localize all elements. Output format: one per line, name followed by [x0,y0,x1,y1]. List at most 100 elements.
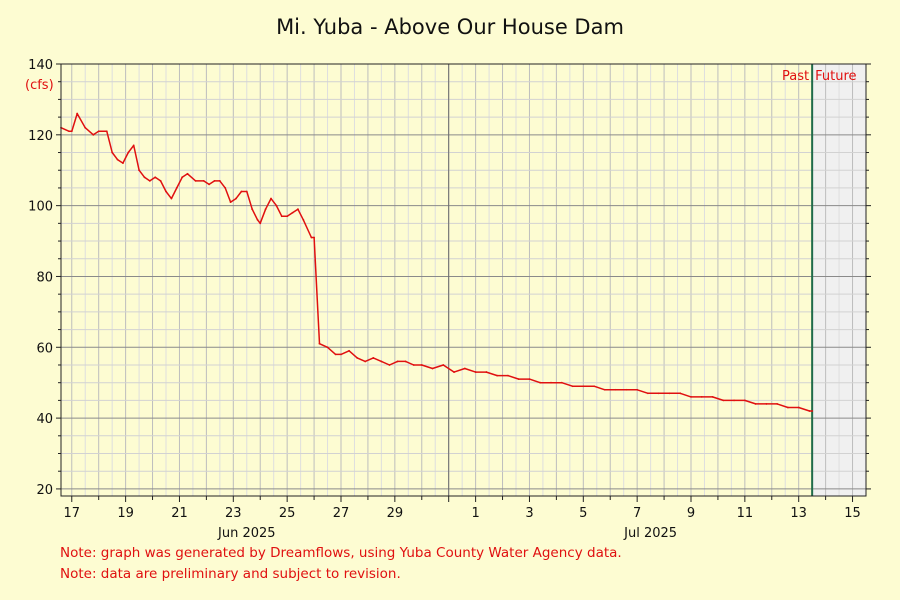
data-point [388,364,391,366]
data-point [318,342,321,345]
data-point [286,215,289,218]
data-point [302,218,305,221]
future-label: Future [815,69,856,84]
data-point [194,179,197,182]
x-tick-label: 3 [525,506,533,521]
data-point [743,399,746,402]
data-point [111,151,114,154]
data-point [92,133,95,136]
data-point [679,392,682,395]
data-point [229,201,232,203]
data-point [122,162,124,165]
data-point [132,144,135,147]
data-point [603,388,606,391]
data-point [372,357,375,359]
data-point [224,187,227,189]
plot-frame [60,63,867,497]
data-point [811,410,814,412]
data-point [148,179,151,182]
data-point [404,360,407,363]
data-point [270,197,272,200]
y-tick-label: 120 [28,129,53,144]
data-point [636,388,639,391]
data-point [412,364,415,366]
data-point [507,374,509,377]
y-tick-label: 140 [28,58,53,73]
data-point [356,357,359,359]
data-point [733,399,735,402]
data-point [340,353,342,356]
x-tick-label: 29 [387,506,404,521]
data-point [275,204,278,207]
data-point [297,208,299,211]
data-point [380,360,383,363]
data-point [259,222,262,225]
data-point [614,388,617,391]
data-point [213,179,216,182]
x-tick-label: 7 [633,506,641,521]
x-tick-label: 17 [63,506,80,521]
data-point [138,169,140,172]
data-point [539,381,542,384]
x-tick-label: 23 [225,506,242,521]
data-point [668,392,671,395]
data-point [127,151,130,154]
x-tick-label: 9 [687,506,695,521]
data-point [159,179,162,182]
data-point [776,403,779,405]
data-point [571,385,574,388]
data-point [431,367,434,370]
data-point [170,197,173,200]
data-point [496,374,499,377]
data-point [593,385,595,388]
chart-title: Mi. Yuba - Above Our House Dam [276,15,624,39]
x-tick-label: 21 [171,506,188,521]
series-flow-line [60,112,813,412]
past-label: Past [782,69,809,84]
data-point [291,211,294,214]
x-month-label: Jun 2025 [217,526,276,541]
x-tick-label: 15 [844,506,861,521]
data-point [154,176,157,179]
x-tick-label: 11 [737,506,754,521]
data-point [186,172,189,175]
x-tick-label: 27 [333,506,350,521]
y-tick-label: 100 [28,200,53,215]
data-point [175,187,178,189]
data-point [264,208,267,211]
data-point [625,388,628,391]
x-tick-label: 25 [279,506,296,521]
data-point [560,381,563,384]
data-point [765,403,768,405]
data-point [143,176,146,179]
series-layer [60,64,814,496]
data-point [181,176,184,179]
y-tick-label: 20 [36,483,53,498]
data-point [280,215,283,218]
data-point [116,158,119,161]
data-point [517,378,520,381]
y-tick-label: 60 [36,341,53,356]
grid [61,63,867,496]
data-point [326,346,329,349]
y-axis-unit-label: (cfs) [25,78,54,93]
y-tick-label: 80 [36,270,53,285]
data-point [245,190,248,193]
data-point [310,236,313,239]
data-point [68,130,70,133]
data-point [787,406,789,409]
data-point [240,190,243,193]
data-point [76,112,79,115]
data-point [485,371,488,373]
y-tick-label: 40 [36,412,53,427]
data-point [453,371,455,373]
data-point [700,395,703,398]
note-source: Note: graph was generated by Dreamflows,… [60,545,622,561]
x-tick-label: 1 [471,506,479,521]
data-point [97,130,100,133]
data-point [797,406,800,409]
data-point [348,349,350,352]
